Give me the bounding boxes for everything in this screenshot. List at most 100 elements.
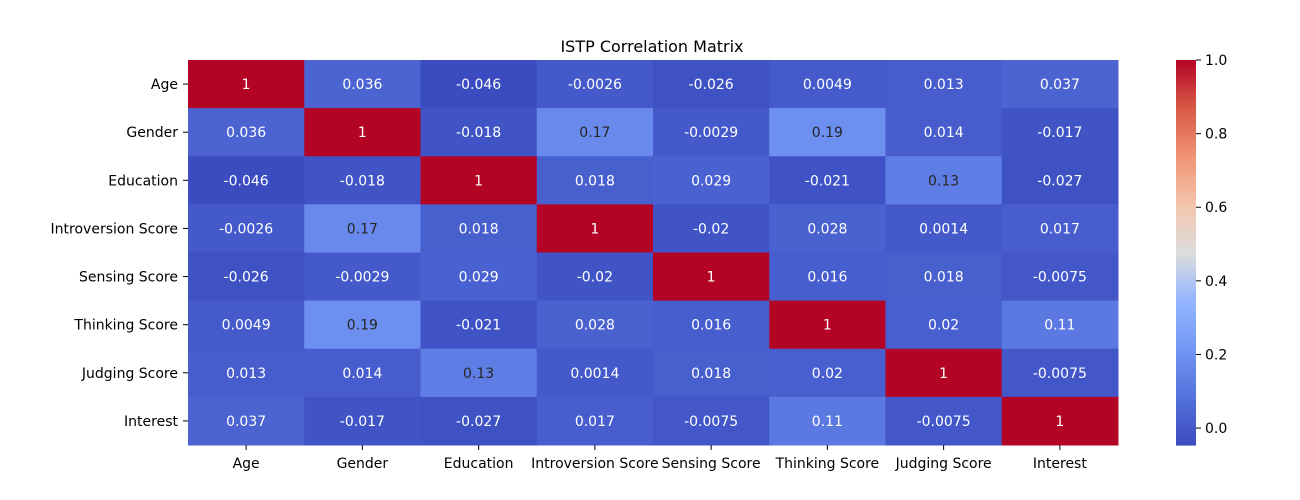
- colorbar-segment: [1176, 281, 1196, 286]
- colorbar-segment: [1176, 226, 1196, 231]
- heatmap-cell: [653, 60, 770, 109]
- cell-annotation: 0.037: [226, 414, 266, 430]
- colorbar-segment: [1176, 419, 1196, 424]
- heatmap-cell: [653, 348, 770, 398]
- heatmap-cell: [536, 252, 654, 302]
- heatmap-cell: [1001, 252, 1119, 302]
- cell-annotation: 0.0049: [222, 318, 271, 334]
- heatmap-cell: [304, 108, 421, 157]
- cell-annotation: 0.016: [807, 270, 847, 286]
- colorbar-segment: [1176, 92, 1196, 96]
- heatmap-cell: [536, 300, 654, 350]
- colorbar-segment: [1176, 88, 1196, 93]
- colorbar-segment: [1176, 130, 1196, 135]
- colorbar-segment: [1176, 409, 1196, 414]
- heatmap-cell: [1001, 204, 1119, 253]
- colorbar-segment: [1176, 403, 1196, 408]
- cell-annotation: 1: [242, 77, 251, 93]
- colorbar: 0.0 0.2 0.4 0.6 0.8 1.0: [1176, 53, 1227, 446]
- colorbar-segment: [1176, 181, 1196, 186]
- cell-annotation: -0.027: [1037, 173, 1082, 189]
- colorbar-segment: [1176, 60, 1196, 64]
- colorbar-segment: [1176, 303, 1196, 308]
- heatmap-cell: [536, 156, 654, 205]
- heatmap-cell: [885, 300, 1003, 350]
- row-tick-label: Thinking Score: [73, 318, 178, 334]
- colorbar-segment: [1176, 313, 1196, 318]
- colorbar-segment: [1176, 364, 1196, 369]
- cell-annotation: 0.028: [575, 318, 615, 334]
- cell-annotation: -0.02: [577, 270, 613, 286]
- heatmap-cell: [304, 60, 421, 109]
- colorbar-segment: [1176, 165, 1196, 170]
- colorbar-segment: [1176, 351, 1196, 356]
- heatmap-cell: [304, 252, 421, 302]
- colorbar-segment: [1176, 316, 1196, 321]
- cell-annotation: 0.0049: [803, 77, 852, 93]
- colorbar-segment: [1176, 201, 1196, 205]
- cell-annotation: -0.021: [805, 173, 850, 189]
- cell-annotation: -0.0075: [917, 414, 971, 430]
- cell-annotation: -0.018: [340, 173, 385, 189]
- colorbar-segment: [1176, 220, 1196, 225]
- colorbar-segment: [1176, 323, 1196, 327]
- colorbar-segment: [1176, 339, 1196, 343]
- cell-annotation: 0.017: [1040, 221, 1080, 237]
- column-tick-label: Sensing Score: [662, 456, 761, 472]
- heatmap-cell: [536, 396, 654, 446]
- colorbar-segment: [1176, 127, 1196, 132]
- column-tick-labels: Age Gender Education Introversion Score Sens…: [233, 445, 1087, 472]
- colorbar-segment: [1176, 326, 1196, 331]
- colorbar-tick-label: 0.6: [1205, 200, 1227, 216]
- cell-annotation: 0.037: [1040, 77, 1080, 93]
- column-tick-label: Thinking Score: [775, 456, 880, 472]
- heatmap-cell: [420, 396, 538, 446]
- cell-annotation: 0.017: [575, 414, 615, 430]
- heatmap-cell: [420, 156, 538, 205]
- cell-annotation: 0.018: [575, 173, 615, 189]
- colorbar-segment: [1176, 85, 1196, 90]
- heatmap-cells: 1 0.036 -0.046 -0.0026 -0.026 0.0049 0.013 0.03…: [188, 60, 1119, 446]
- heatmap-cell: [1001, 300, 1119, 350]
- heatmap-cell: [188, 204, 305, 253]
- heatmap-cell: [536, 348, 654, 398]
- heatmap-cell: [769, 60, 886, 109]
- colorbar-segment: [1176, 159, 1196, 164]
- colorbar-segment: [1176, 371, 1196, 376]
- cell-annotation: -0.0075: [1033, 366, 1087, 382]
- colorbar-segment: [1176, 284, 1196, 289]
- colorbar-segment: [1176, 178, 1196, 183]
- colorbar-segment: [1176, 82, 1196, 87]
- colorbar-segment: [1176, 297, 1196, 302]
- heatmap-cell: [304, 300, 421, 350]
- colorbar-segment: [1176, 377, 1196, 382]
- heatmap-cell: [769, 252, 886, 302]
- column-tick-label: Education: [444, 456, 514, 472]
- heatmap-cell: [769, 300, 886, 350]
- heatmap-cell: [420, 252, 538, 302]
- heatmap-cell: [188, 108, 305, 157]
- heatmap-cell: [536, 108, 654, 157]
- colorbar-segment: [1176, 197, 1196, 202]
- colorbar-segment: [1176, 140, 1196, 145]
- colorbar-segment: [1176, 368, 1196, 372]
- heatmap-cell: [885, 396, 1003, 446]
- colorbar-segment: [1176, 435, 1196, 440]
- colorbar-segment: [1176, 175, 1196, 180]
- colorbar-segment: [1176, 390, 1196, 395]
- colorbar-segment: [1176, 188, 1196, 193]
- cell-annotation: 1: [590, 221, 599, 237]
- colorbar-segment: [1176, 300, 1196, 305]
- colorbar-segment: [1176, 294, 1196, 299]
- heatmap-cell: [1001, 396, 1119, 446]
- heatmap-cell: [420, 108, 538, 157]
- cell-annotation: 0.013: [924, 77, 964, 93]
- heatmap-cell: [188, 60, 305, 109]
- colorbar-segment: [1176, 185, 1196, 189]
- colorbar-segment: [1176, 335, 1196, 340]
- colorbar-segment: [1176, 210, 1196, 215]
- colorbar-segment: [1176, 406, 1196, 411]
- colorbar-segment: [1176, 207, 1196, 212]
- cell-annotation: 0.02: [812, 366, 843, 382]
- colorbar-segment: [1176, 217, 1196, 222]
